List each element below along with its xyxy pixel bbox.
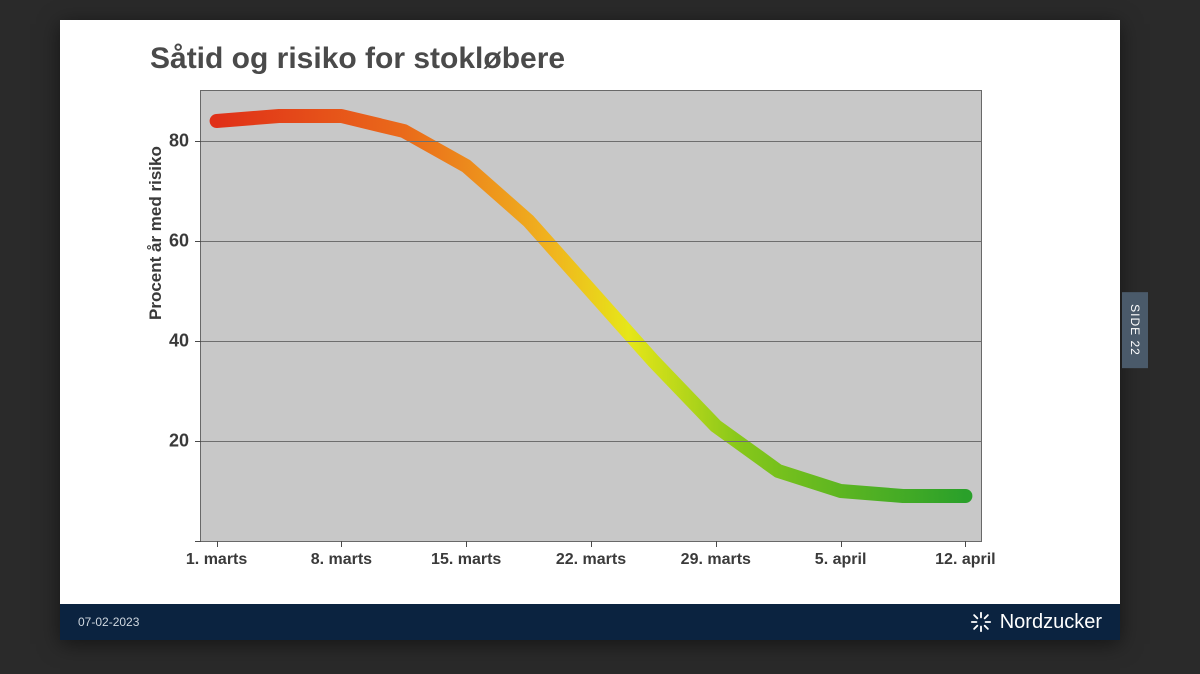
xtick-label: 5. april: [815, 541, 867, 569]
xtick-label: 8. marts: [311, 541, 372, 569]
risk-curve: [201, 91, 981, 541]
ytick-label: 80: [169, 131, 201, 152]
y-axis-label: Procent år med risiko: [146, 146, 166, 320]
slide-body: Såtid og risiko for stokløbere Procent å…: [60, 20, 1120, 604]
ytick-label: 60: [169, 230, 201, 251]
ytick-label: 40: [169, 331, 201, 352]
xtick-label: 22. marts: [556, 541, 626, 569]
xtick-label: 1. marts: [186, 541, 247, 569]
chart-plot-area: 204060801. marts8. marts15. marts22. mar…: [200, 90, 982, 542]
presentation-slide: Såtid og risiko for stokløbere Procent å…: [60, 20, 1120, 640]
ytick-label: 20: [169, 431, 201, 452]
brand-name: Nordzucker: [1000, 611, 1102, 634]
gridline: [201, 241, 981, 242]
brand: Nordzucker: [970, 611, 1102, 634]
gridline: [201, 341, 981, 342]
gridline: [201, 141, 981, 142]
chart-title: Såtid og risiko for stokløbere: [150, 42, 565, 76]
page-number-tab: SIDE 22: [1122, 292, 1148, 368]
xtick-label: 12. april: [935, 541, 995, 569]
xtick-label: 29. marts: [681, 541, 751, 569]
slide-footer: 07-02-2023 Nordzucker: [60, 604, 1120, 640]
xtick-label: 15. marts: [431, 541, 501, 569]
footer-date: 07-02-2023: [78, 615, 139, 629]
brand-icon: [970, 611, 992, 633]
gridline: [201, 441, 981, 442]
